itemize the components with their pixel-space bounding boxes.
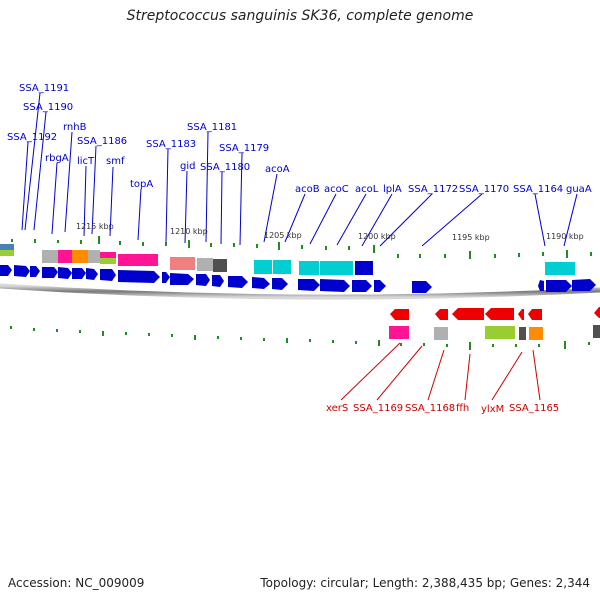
gene-label: SSA_1172 [408, 184, 458, 195]
scale-label: 1210 kbp [170, 227, 208, 236]
gene-label: SSA_1190 [23, 102, 73, 113]
scale-label: 1190 kbp [546, 232, 584, 241]
bottom-gene-labels: xerS SSA_1169 SSA_1168 ffh ylxM SSA_1165 [326, 403, 559, 415]
gene-label: SSA_1168 [405, 403, 455, 414]
bottom-leader-lines [340, 342, 541, 401]
gene-label: ylxM [481, 404, 504, 415]
gene-label: SSA_1165 [509, 403, 559, 414]
bottom-feature-boxes [389, 325, 600, 340]
gene-label: SSA_1164 [513, 184, 563, 195]
gene-label: ffh [456, 403, 469, 414]
gene-label: lplA [383, 184, 402, 195]
gene-label: smf [106, 156, 125, 167]
gene-label: acoB [295, 184, 320, 195]
top-leader-lines [21, 92, 578, 247]
gene-label: SSA_1191 [19, 83, 69, 94]
scale-label: 1200 kbp [358, 232, 396, 241]
top-feature-boxes [0, 244, 575, 275]
gene-label: acoC [324, 184, 349, 195]
map-title: Streptococcus sanguinis SK36, complete g… [126, 8, 474, 24]
genome-summary: Topology: circular; Length: 2,388,435 bp… [260, 576, 590, 590]
gene-label: gid [180, 161, 195, 172]
gene-label: SSA_1183 [146, 139, 196, 150]
reverse-genes [390, 307, 600, 320]
gene-label: topA [130, 179, 153, 190]
gene-label: licT [77, 156, 95, 167]
tick-marks [10, 236, 592, 350]
gene-label: rbgA [45, 153, 69, 164]
gene-label: SSA_1181 [187, 122, 237, 133]
genome-backbone [0, 283, 600, 300]
scale-labels: 1215 kbp 1210 kbp 1205 kbp 1200 kbp 1195… [76, 222, 584, 242]
scale-label: 1205 kbp [264, 231, 302, 240]
accession-label: Accession: NC_009009 [8, 576, 145, 590]
gene-label: SSA_1180 [200, 162, 250, 173]
gene-label: SSA_1192 [7, 132, 57, 143]
gene-label: rnhB [63, 122, 87, 133]
gene-label: SSA_1170 [459, 184, 509, 195]
gene-label: SSA_1169 [353, 403, 403, 414]
gene-label: xerS [326, 403, 348, 414]
gene-label: SSA_1179 [219, 143, 269, 154]
gene-label: guaA [566, 184, 592, 195]
gene-label: acoA [265, 164, 290, 175]
scale-label: 1195 kbp [452, 233, 490, 242]
scale-label: 1215 kbp [76, 222, 114, 231]
forward-genes [0, 265, 596, 293]
top-gene-labels: SSA_1191 SSA_1190 SSA_1192 rnhB SSA_1186… [7, 83, 592, 195]
gene-label: acoL [355, 184, 379, 195]
gene-label: SSA_1186 [77, 136, 127, 147]
